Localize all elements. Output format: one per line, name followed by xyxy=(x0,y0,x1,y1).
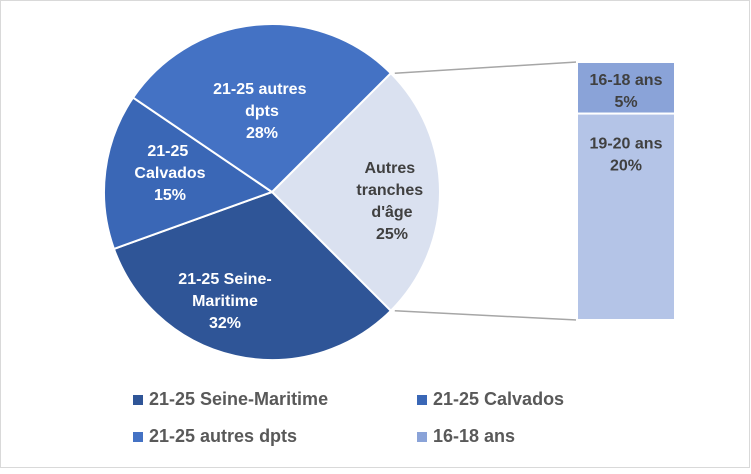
label-name: Autres tranches d'âge xyxy=(356,160,427,221)
slice-label: 19-20 ans 20% xyxy=(590,136,663,175)
slice-label: 21-25 autres dpts 28% xyxy=(213,81,311,142)
label-line: tranches xyxy=(356,182,427,199)
label-name: 19-20 ans xyxy=(590,136,663,153)
pie-slice xyxy=(103,96,275,251)
label-line: d'âge xyxy=(371,204,412,221)
label-line: Calvados xyxy=(134,165,205,182)
label-value: 25% xyxy=(376,226,408,243)
label-value: 28% xyxy=(246,125,278,142)
pie-slice xyxy=(270,71,441,313)
label-value: 20% xyxy=(610,158,642,175)
label-value: 32% xyxy=(209,315,241,332)
label-line: 21-25 autres xyxy=(213,81,311,98)
slice-label: 16-18 ans 5% xyxy=(590,72,663,111)
label-line: Autres xyxy=(364,160,419,177)
connector xyxy=(394,310,578,321)
label-line: 19-20 ans xyxy=(590,136,663,153)
legend-swatch xyxy=(417,432,427,442)
pie-slice xyxy=(131,23,393,194)
label-value: 5% xyxy=(614,94,637,111)
label-line: Maritime xyxy=(192,293,258,310)
bar-segment xyxy=(576,61,676,115)
pie-slice xyxy=(112,190,393,361)
label-value: 15% xyxy=(154,187,186,204)
label-line: dpts xyxy=(245,103,279,120)
connector xyxy=(394,61,578,74)
label-name: 21-25 autres dpts xyxy=(213,81,311,120)
bar-segment xyxy=(576,112,676,321)
legend-label: 21-25 autres dpts xyxy=(149,426,297,446)
label-name: 21-25 Seine- Maritime xyxy=(178,271,271,310)
legend-label: 21-25 Calvados xyxy=(433,389,564,409)
label-line: 16-18 ans xyxy=(590,72,663,89)
label-name: 21-25 Calvados xyxy=(134,143,205,182)
label-line: 21-25 xyxy=(147,143,192,160)
slice-label: 21-25 Seine- Maritime 32% xyxy=(178,271,271,332)
legend-swatch xyxy=(133,395,143,405)
legend-swatch xyxy=(133,432,143,442)
legend-swatch xyxy=(417,395,427,405)
legend-label: 16-18 ans xyxy=(433,426,515,446)
label-name: 16-18 ans xyxy=(590,72,663,89)
label-line: 21-25 Seine- xyxy=(178,271,271,288)
legend-label: 21-25 Seine-Maritime xyxy=(149,389,328,409)
slice-label: 21-25 Calvados 15% xyxy=(134,143,205,204)
slice-label: Autres tranches d'âge 25% xyxy=(356,160,427,243)
